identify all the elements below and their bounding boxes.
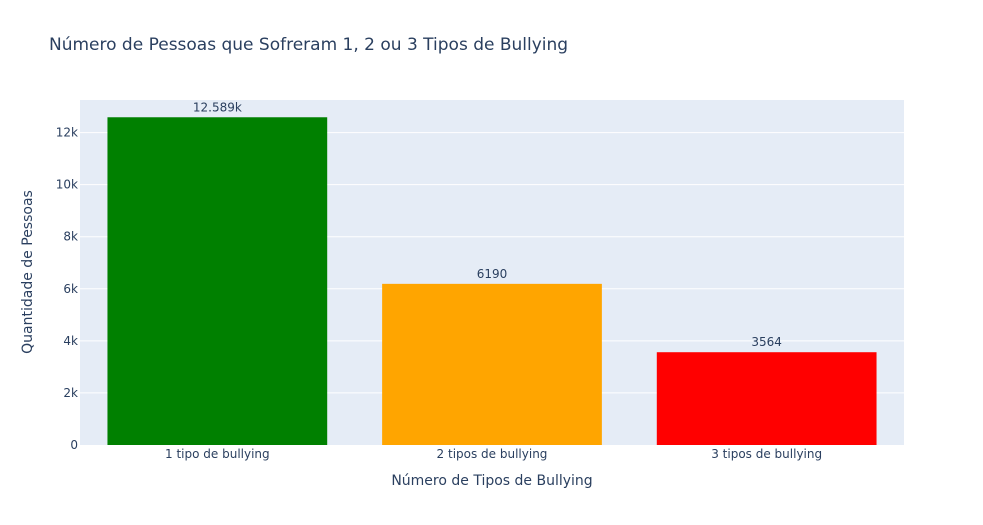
bar [382,283,602,445]
bars [107,117,877,446]
bar-labels: 12.589k 6190 3564 [193,100,782,349]
y-tick-label: 2k [63,386,78,400]
x-axis-ticks: 1 tipo de bullying 2 tipos de bullying 3 t… [165,447,822,461]
bar [107,117,328,446]
y-tick-label: 10k [56,178,78,192]
chart-title: Número de Pessoas que Sofreram 1, 2 ou 3… [49,35,568,55]
bar-value-label: 6190 [477,267,508,281]
y-tick-label: 4k [63,334,78,348]
y-axis-ticks: 0 2k 4k 6k 8k 10k 12k [56,126,78,452]
x-tick-label: 2 tipos de bullying [437,447,548,461]
y-tick-label: 8k [63,230,78,244]
y-tick-label: 0 [70,438,78,452]
x-tick-label: 3 tipos de bullying [711,447,822,461]
x-axis-title: Número de Tipos de Bullying [391,473,592,489]
x-tick-label: 1 tipo de bullying [165,447,270,461]
y-tick-label: 12k [56,126,78,140]
y-tick-label: 6k [63,282,78,296]
y-axis-title: Quantidade de Pessoas [20,190,36,354]
bar-value-label: 3564 [751,335,782,349]
bar-value-label: 12.589k [193,100,242,114]
bar [656,352,877,445]
